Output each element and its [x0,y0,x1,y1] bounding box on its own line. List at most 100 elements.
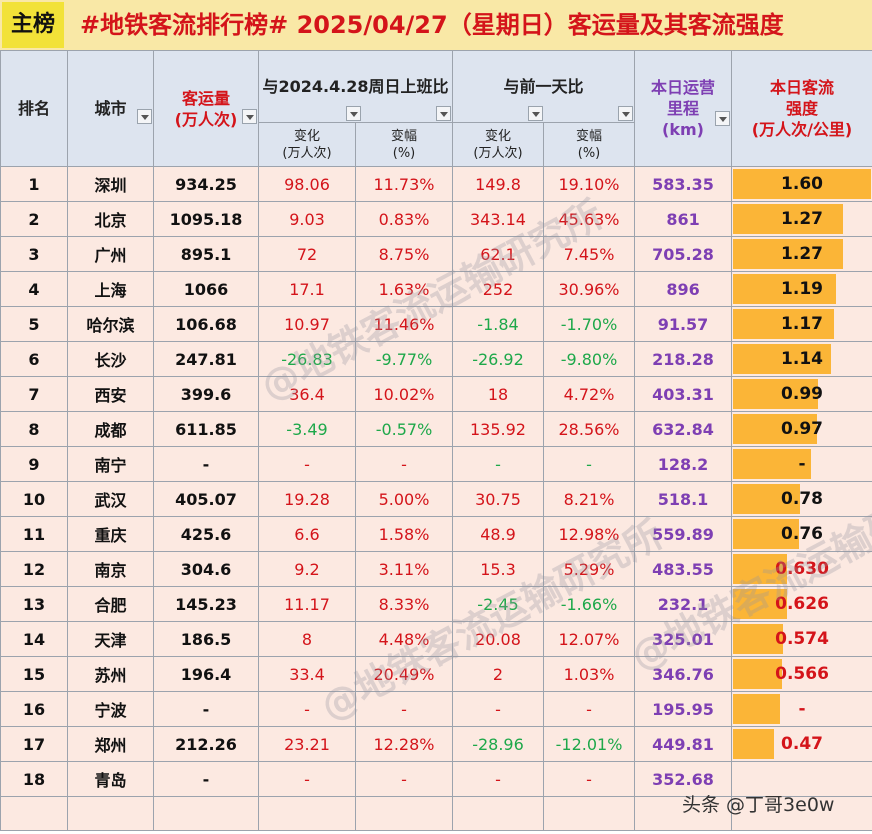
pct-prev-cell: 7.45% [542,236,636,272]
city-cell: 成都 [67,411,154,447]
intensity-cell: 0.626 [731,586,872,622]
rank-cell: 12 [0,551,68,587]
change-2024-cell: - [258,761,356,797]
km-cell: 705.28 [634,236,733,272]
city-cell: 天津 [67,621,154,657]
pct-2024-cell: -9.77% [355,341,453,377]
change-2024-cell: 33.4 [258,656,356,692]
empty-cell [634,796,733,831]
pct-2024-cell: 20.49% [355,656,453,692]
intensity-value: - [798,699,806,719]
intensity-cell: 1.60 [731,166,872,202]
header-volume[interactable]: 客运量 (万人次) [153,50,259,167]
intensity-value: 1.14 [781,349,823,369]
change-2024-cell: 10.97 [258,306,356,342]
city-cell: 苏州 [67,656,154,692]
filter-dropdown-icon[interactable] [618,106,634,121]
intensity-bar [733,414,818,444]
change-2024-cell: 11.17 [258,586,356,622]
intensity-bar [733,449,812,479]
filter-dropdown-icon[interactable] [346,106,361,121]
volume-cell: 106.68 [153,306,259,342]
km-cell: 483.55 [634,551,733,587]
header-city[interactable]: 城市 [67,50,154,167]
intensity-bar [733,309,835,339]
intensity-bar [733,659,783,689]
intensity-cell: 0.566 [731,656,872,692]
volume-cell: 1095.18 [153,201,259,237]
pct-2024-cell: 3.11% [355,551,453,587]
title-tag: 主榜 [2,2,64,48]
filter-dropdown-icon[interactable] [436,106,451,121]
rank-cell: 15 [0,656,68,692]
intensity-value: 1.60 [781,174,823,194]
change-prev-cell: 15.3 [452,551,544,587]
change-prev-cell: - [452,761,544,797]
city-cell: 青岛 [67,761,154,797]
volume-cell: 247.81 [153,341,259,377]
volume-cell: 304.6 [153,551,259,587]
intensity-value: 0.47 [781,734,823,754]
change-prev-cell: 149.8 [452,166,544,202]
empty-cell [452,796,544,831]
intensity-bar [733,589,788,619]
rank-cell: 1 [0,166,68,202]
change-2024-cell: 98.06 [258,166,356,202]
table-row: 10 武汉 405.07 19.28 5.00% 30.75 8.21% 518.1 0.78 [0,481,872,517]
rank-cell: 2 [0,201,68,237]
header-intensity[interactable]: 本日客流 强度 (万人次/公里) [731,50,872,167]
pct-prev-cell: 28.56% [542,411,636,447]
change-prev-cell: 20.08 [452,621,544,657]
intensity-value: 0.97 [781,419,823,439]
table-row: 9 南宁 - - - - -128.2- [0,446,872,482]
table-row: 4 上海 1066 17.1 1.63% 252 30.96% 896 1.19 [0,271,872,307]
rank-cell: 16 [0,691,68,727]
table-row: 5 哈尔滨 106.68 10.97 11.46% -1.84 -1.70% 91.57 1.1… [0,306,872,342]
pct-2024-cell: 0.83% [355,201,453,237]
intensity-cell: 0.76 [731,516,872,552]
empty-cell [0,796,68,831]
intensity-value: 0.76 [781,524,823,544]
rank-cell: 18 [0,761,68,797]
filter-dropdown-icon[interactable] [242,109,257,124]
intensity-cell: - [731,446,872,482]
change-2024-cell: 9.2 [258,551,356,587]
intensity-bar [733,204,844,234]
pct-prev-cell: - [542,446,636,482]
change-2024-cell: 36.4 [258,376,356,412]
pct-prev-cell: 12.07% [542,621,636,657]
rank-cell: 7 [0,376,68,412]
pct-prev-cell: -12.01% [542,726,636,762]
page-title: #地铁客流排行榜# 2025/04/27（星期日）客运量及其客流强度 [80,11,784,39]
km-cell: 325.01 [634,621,733,657]
header-rank: 排名 [0,50,68,167]
table-row: 1 深圳 934.25 98.06 11.73% 149.8 19.10% 583.35 1.6… [0,166,872,202]
subheader-pct: 变幅 (%) [542,122,636,167]
change-prev-cell: - [452,446,544,482]
change-2024-cell: 23.21 [258,726,356,762]
filter-dropdown-icon[interactable] [137,109,152,124]
volume-cell: 186.5 [153,621,259,657]
volume-cell: 611.85 [153,411,259,447]
km-cell: 583.35 [634,166,733,202]
change-2024-cell: 72 [258,236,356,272]
change-prev-cell: 343.14 [452,201,544,237]
change-2024-cell: -26.83 [258,341,356,377]
change-2024-cell: - [258,446,356,482]
km-cell: 128.2 [634,446,733,482]
empty-cell [731,796,872,831]
km-cell: 352.68 [634,761,733,797]
rank-cell: 3 [0,236,68,272]
pct-prev-cell: 1.03% [542,656,636,692]
filter-dropdown-icon[interactable] [528,106,543,121]
filter-dropdown-icon[interactable] [715,111,731,126]
change-2024-cell: 8 [258,621,356,657]
table-row: 2 北京 1095.18 9.03 0.83% 343.14 45.63% 861 1.27 [0,201,872,237]
title-bar: 主榜 #地铁客流排行榜# 2025/04/27（星期日）客运量及其客流强度 [0,0,872,50]
change-prev-cell: 18 [452,376,544,412]
pct-prev-cell: -1.70% [542,306,636,342]
subheader-pct: 变幅 (%) [355,122,453,167]
pct-2024-cell: 10.02% [355,376,453,412]
pct-2024-cell: 4.48% [355,621,453,657]
header-km[interactable]: 本日运营 里程 (km) [634,50,733,167]
